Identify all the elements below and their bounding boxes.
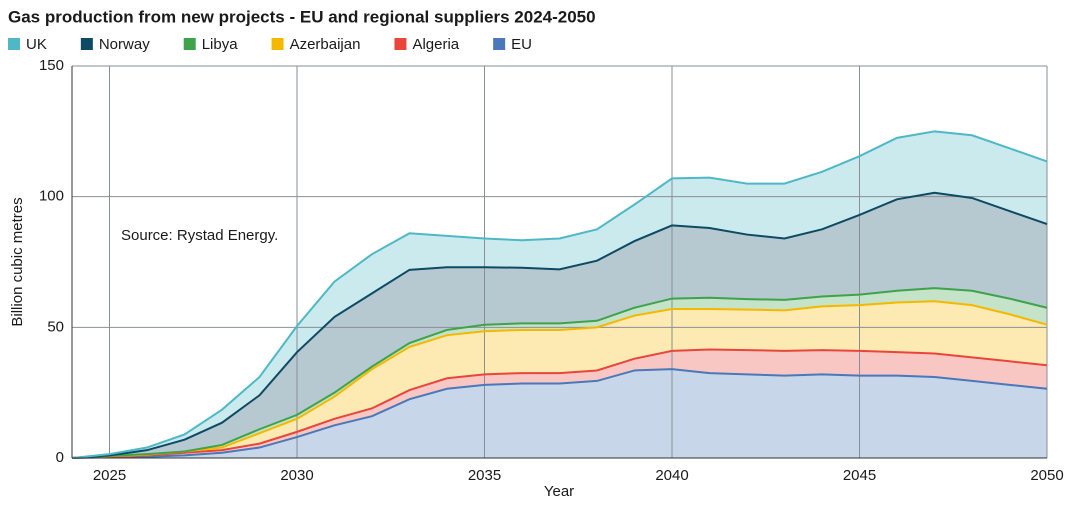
legend-label: UK: [26, 36, 47, 53]
series-line: [71, 130, 1048, 459]
x-tick-label: 2040: [655, 467, 688, 484]
y-tick-label: 50: [47, 318, 64, 335]
legend-swatch: [80, 38, 93, 50]
area: [72, 131, 1047, 459]
x-tick-label: 2050: [1030, 467, 1063, 484]
y-tick-label: 100: [39, 188, 64, 205]
area: [72, 369, 1047, 458]
legend-swatch: [271, 38, 284, 50]
y-axis-label: Billion cubic metres: [9, 197, 26, 326]
areas: [72, 131, 1047, 459]
x-tick-label: 2030: [280, 467, 313, 484]
series-line: [71, 348, 1048, 459]
series-line: [71, 191, 1048, 459]
x-tick-label: 2045: [843, 467, 876, 484]
legend-swatch: [8, 38, 20, 50]
annotation: Source: Rystad Energy.: [121, 227, 278, 244]
series-line: [71, 287, 1048, 459]
x-axis-label: Year: [544, 483, 574, 500]
series-line: [71, 300, 1048, 459]
y-tick-label: 0: [56, 449, 64, 466]
legend-swatch: [493, 38, 506, 50]
legend-label: Norway: [99, 36, 150, 53]
legend-swatch: [394, 38, 407, 50]
series-line: [71, 368, 1048, 459]
x-tick-label: 2035: [468, 467, 501, 484]
area: [72, 301, 1047, 458]
y-tick-label: 150: [39, 57, 64, 74]
area: [72, 192, 1047, 458]
chart-title: Gas production from new projects - EU an…: [8, 7, 596, 26]
legend-label: Azerbaijan: [290, 36, 361, 53]
legend-label: Algeria: [412, 36, 459, 53]
legend-label: EU: [511, 36, 532, 53]
legend-swatch: [183, 38, 196, 50]
x-tick-label: 2025: [93, 467, 126, 484]
legend-label: Libya: [202, 36, 239, 53]
